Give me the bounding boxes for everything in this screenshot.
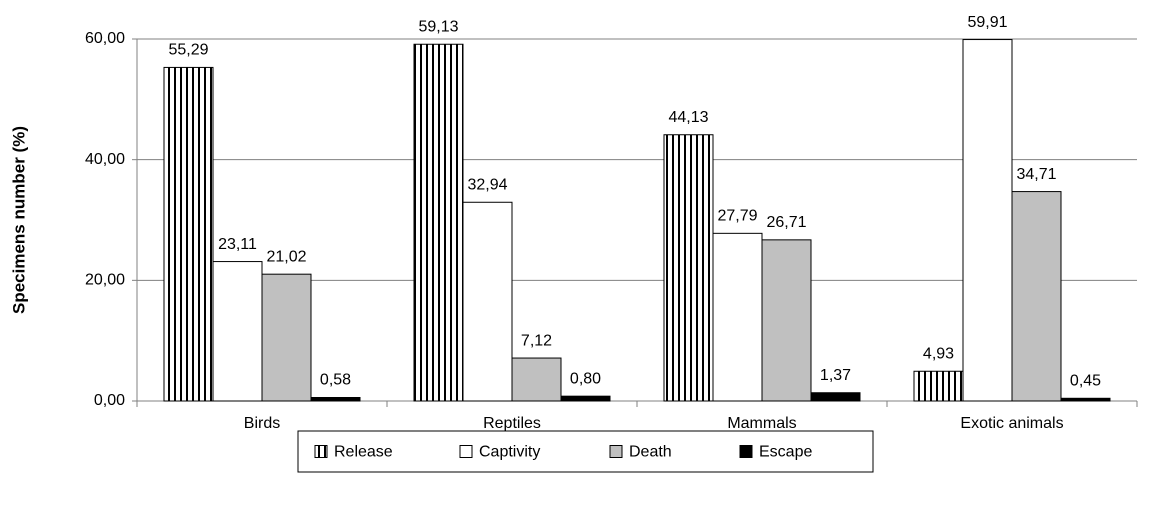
legend-box: [297, 430, 874, 473]
value-label: 0,45: [1070, 373, 1101, 390]
bar: [712, 232, 763, 402]
value-label: 44,13: [668, 109, 708, 126]
bar: [913, 370, 964, 402]
value-label: 0,58: [320, 372, 351, 389]
value-label: 21,02: [266, 248, 306, 265]
legend-swatch: [314, 445, 328, 458]
legend-label: Death: [629, 444, 672, 461]
legend-swatch: [609, 445, 623, 458]
bar: [560, 395, 611, 402]
value-label: 27,79: [717, 208, 757, 225]
y-axis-title: Specimens number (%): [9, 126, 28, 314]
value-label: 0,80: [570, 370, 601, 387]
bar: [663, 134, 714, 402]
bar: [310, 397, 361, 402]
value-label: 59,91: [967, 14, 1007, 31]
value-label: 26,71: [766, 214, 806, 231]
bar: [810, 392, 861, 402]
legend-label: Escape: [759, 444, 812, 461]
y-tick-label: 20,00: [85, 272, 125, 289]
bar: [212, 261, 263, 402]
value-label: 4,93: [923, 345, 954, 362]
value-label: 1,37: [820, 367, 851, 384]
y-tick-label: 40,00: [85, 151, 125, 168]
legend-label: Captivity: [479, 444, 540, 461]
value-label: 59,13: [418, 18, 458, 35]
value-label: 34,71: [1016, 166, 1056, 183]
bar: [413, 43, 464, 402]
x-tick-label: Mammals: [727, 415, 796, 432]
value-label: 23,11: [218, 236, 257, 253]
legend-label: Release: [334, 444, 393, 461]
bar: [511, 357, 562, 402]
legend-swatch: [459, 445, 473, 458]
legend-swatch: [739, 445, 753, 458]
x-tick-label: Birds: [244, 415, 280, 432]
bar: [462, 201, 513, 402]
x-tick-label: Exotic animals: [960, 415, 1063, 432]
value-label: 7,12: [521, 332, 552, 349]
bar: [1060, 397, 1111, 402]
bar: [962, 39, 1013, 402]
bar: [1011, 191, 1062, 402]
bar: [163, 66, 214, 402]
bar: [761, 239, 812, 402]
value-label: 32,94: [467, 176, 507, 193]
y-tick-label: 60,00: [85, 30, 125, 47]
y-tick-label: 0,00: [94, 392, 125, 409]
bar: [261, 273, 312, 402]
value-label: 55,29: [168, 42, 208, 59]
x-tick-label: Reptiles: [483, 415, 541, 432]
